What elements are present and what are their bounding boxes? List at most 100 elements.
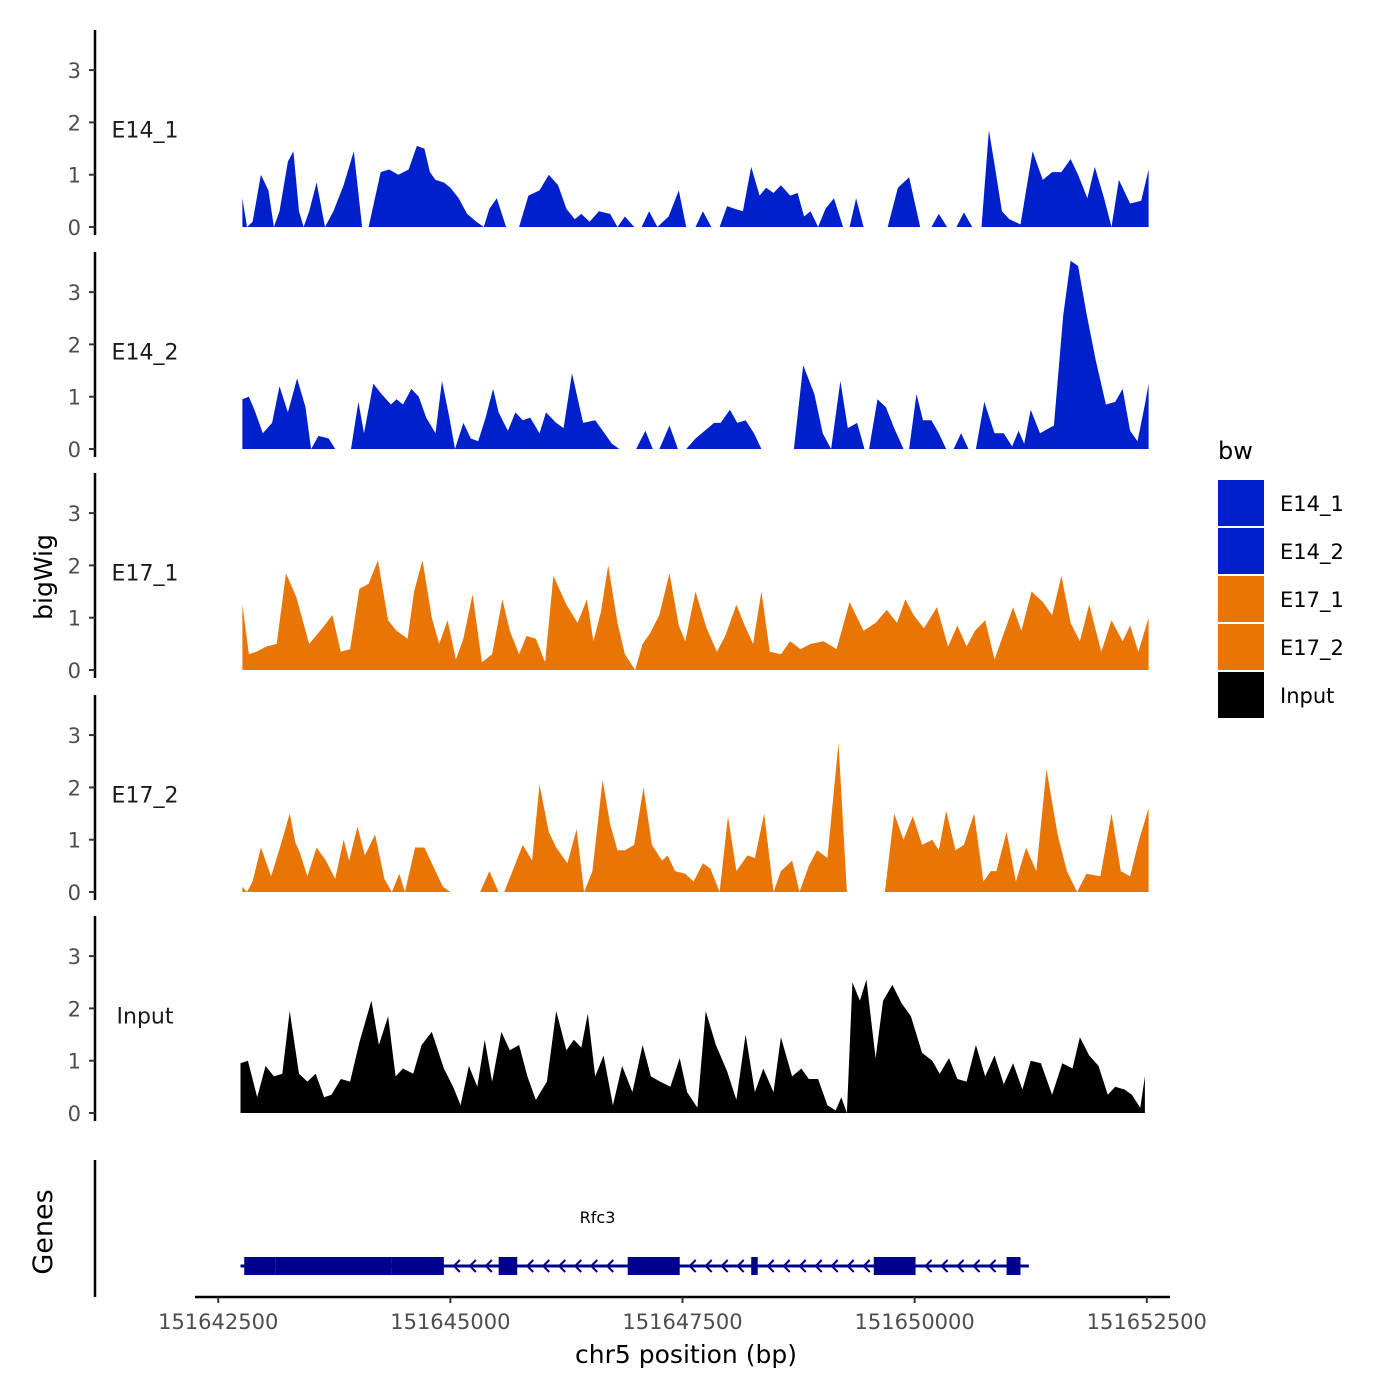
y-tick-label: 1 xyxy=(68,1050,81,1074)
gene-exon xyxy=(751,1257,758,1275)
legend-label: E14_1 xyxy=(1280,492,1344,517)
area-segment xyxy=(686,409,762,449)
genes-axis-label: Genes xyxy=(28,1189,59,1274)
x-tick-label: 151650000 xyxy=(855,1310,975,1334)
x-tick-label: 151652500 xyxy=(1087,1310,1207,1334)
gene-exon xyxy=(627,1257,680,1275)
panel-label: Input xyxy=(117,1004,174,1029)
y-tick-label: 3 xyxy=(68,945,81,969)
area-segment xyxy=(455,373,620,449)
area-segment xyxy=(480,871,499,892)
y-tick-label: 3 xyxy=(68,724,81,748)
strand-arrow xyxy=(830,1259,839,1273)
y-tick-label: 3 xyxy=(68,502,81,526)
x-tick-label: 151647500 xyxy=(622,1310,742,1334)
area-segment xyxy=(956,212,973,227)
strand-arrow xyxy=(846,1259,855,1273)
gene-exon xyxy=(391,1257,444,1275)
gene-exon xyxy=(275,1257,392,1275)
legend-label: Input xyxy=(1280,684,1334,708)
y-tick-label: 2 xyxy=(68,333,81,357)
legend-swatch xyxy=(1218,528,1264,574)
y-tick-label: 0 xyxy=(68,881,81,905)
strand-arrow xyxy=(525,1259,534,1273)
panel-e14-2: 0 1 2 3 E14_2 xyxy=(68,252,1149,462)
panel-input: 0 1 2 3 Input xyxy=(68,916,1145,1126)
y-tick-label: 2 xyxy=(68,776,81,800)
strand-arrow xyxy=(782,1259,791,1273)
x-tick-label: 151642500 xyxy=(158,1310,278,1334)
y-tick-label: 0 xyxy=(68,216,81,240)
area-segment xyxy=(641,190,687,227)
strand-arrow xyxy=(862,1259,871,1273)
area-segment xyxy=(242,378,336,449)
area-segment xyxy=(351,381,455,449)
panel-e17-2: 0 1 2 3 E17_2 xyxy=(68,695,1149,905)
area-segment xyxy=(519,174,635,227)
legend-item: Input xyxy=(1218,672,1334,718)
y-tick-label: 0 xyxy=(68,1102,81,1126)
legend-swatch xyxy=(1218,624,1264,670)
legend-item: E14_1 xyxy=(1218,480,1344,526)
strand-arrow xyxy=(557,1259,566,1273)
y-tick-label: 2 xyxy=(68,554,81,578)
area-segment xyxy=(953,433,969,449)
area-segment xyxy=(981,130,1149,227)
strand-arrow xyxy=(484,1259,493,1273)
y-tick-label: 1 xyxy=(68,164,81,188)
area-segment xyxy=(242,560,1149,670)
strand-arrow xyxy=(468,1259,477,1273)
area-segment xyxy=(240,979,1145,1113)
area-segment xyxy=(695,211,712,227)
strand-arrow xyxy=(589,1259,598,1273)
strand-arrow xyxy=(704,1259,713,1273)
strand-arrow xyxy=(605,1259,614,1273)
strand-arrow xyxy=(924,1259,933,1273)
x-axis-label: chr5 position (bp) xyxy=(575,1340,797,1369)
area-segment xyxy=(869,399,910,449)
strand-arrow xyxy=(688,1259,697,1273)
legend-item: E14_2 xyxy=(1218,528,1344,574)
panel-label: E14_2 xyxy=(112,340,179,365)
strand-arrow xyxy=(972,1259,981,1273)
legend-label: E17_2 xyxy=(1280,636,1344,661)
area-segment xyxy=(659,425,687,449)
genes-panel: Rfc3 xyxy=(93,1160,1029,1297)
legend-swatch xyxy=(1218,480,1264,526)
panel-e14-1: 0 1 2 3 E14_1 xyxy=(68,30,1149,240)
area-segment xyxy=(931,213,948,227)
strand-arrow xyxy=(541,1259,550,1273)
panels: 0 1 2 3 E14_1 0 1 2 3 E14_2 0 1 2 3 E17_1 0 1 2 3 E17_2 0 1 2 3… xyxy=(68,30,1149,1126)
gene-exon xyxy=(1006,1257,1021,1275)
area-segment xyxy=(884,769,1149,892)
y-tick-label: 2 xyxy=(68,997,81,1021)
strand-arrow xyxy=(736,1259,745,1273)
panel-label: E17_1 xyxy=(112,561,179,586)
area-segment xyxy=(793,365,865,449)
strand-arrow xyxy=(573,1259,582,1273)
strand-arrow xyxy=(766,1259,775,1273)
legend-swatch xyxy=(1218,672,1264,718)
area-segment xyxy=(504,742,847,892)
area-segment xyxy=(849,198,864,227)
gene-exon xyxy=(498,1257,518,1275)
area-segment xyxy=(636,430,653,449)
area-segment xyxy=(242,813,451,892)
legend-item: E17_1 xyxy=(1218,576,1344,622)
y-tick-label: 0 xyxy=(68,659,81,683)
strand-arrow xyxy=(956,1259,965,1273)
strand-arrow xyxy=(452,1259,461,1273)
gene-name: Rfc3 xyxy=(580,1208,616,1227)
panel-e17-1: 0 1 2 3 E17_1 xyxy=(68,473,1149,683)
legend-item: E17_2 xyxy=(1218,624,1344,670)
strand-arrow xyxy=(798,1259,807,1273)
legend-label: E14_2 xyxy=(1280,540,1344,565)
y-tick-label: 3 xyxy=(68,281,81,305)
legend-title: bw xyxy=(1218,437,1253,465)
x-axis: 151642500 151645000 151647500 151650000 1516… xyxy=(158,1295,1207,1334)
area-segment xyxy=(719,166,844,227)
legend: bw E14_1 E14_2 E17_1 E17_2 Input xyxy=(1218,437,1344,718)
area-segment xyxy=(909,394,947,449)
area-segment xyxy=(887,177,921,227)
